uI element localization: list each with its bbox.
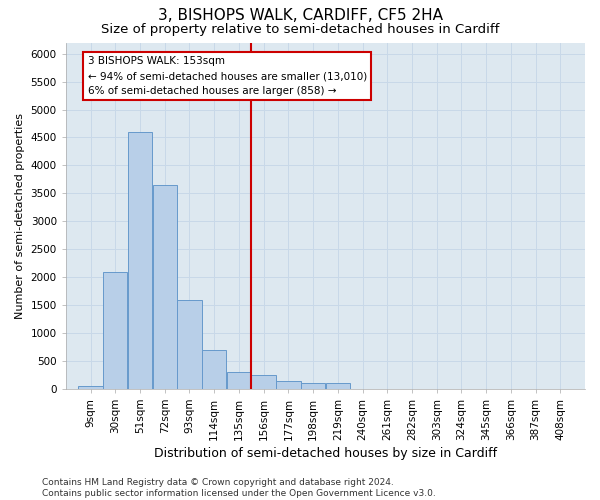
Bar bbox=[152, 185, 177, 389]
Text: 3, BISHOPS WALK, CARDIFF, CF5 2HA: 3, BISHOPS WALK, CARDIFF, CF5 2HA bbox=[157, 8, 443, 22]
Text: Size of property relative to semi-detached houses in Cardiff: Size of property relative to semi-detach… bbox=[101, 22, 499, 36]
Bar bbox=[177, 300, 202, 389]
Bar bbox=[301, 384, 325, 389]
Bar bbox=[103, 272, 127, 389]
Bar bbox=[251, 375, 276, 389]
Text: 3 BISHOPS WALK: 153sqm
← 94% of semi-detached houses are smaller (13,010)
6% of : 3 BISHOPS WALK: 153sqm ← 94% of semi-det… bbox=[88, 56, 367, 96]
Y-axis label: Number of semi-detached properties: Number of semi-detached properties bbox=[15, 112, 25, 318]
X-axis label: Distribution of semi-detached houses by size in Cardiff: Distribution of semi-detached houses by … bbox=[154, 447, 497, 460]
Bar bbox=[276, 380, 301, 389]
Bar bbox=[326, 384, 350, 389]
Bar bbox=[128, 132, 152, 389]
Bar bbox=[79, 386, 103, 389]
Text: Contains HM Land Registry data © Crown copyright and database right 2024.
Contai: Contains HM Land Registry data © Crown c… bbox=[42, 478, 436, 498]
Bar bbox=[227, 372, 251, 389]
Bar bbox=[202, 350, 226, 389]
